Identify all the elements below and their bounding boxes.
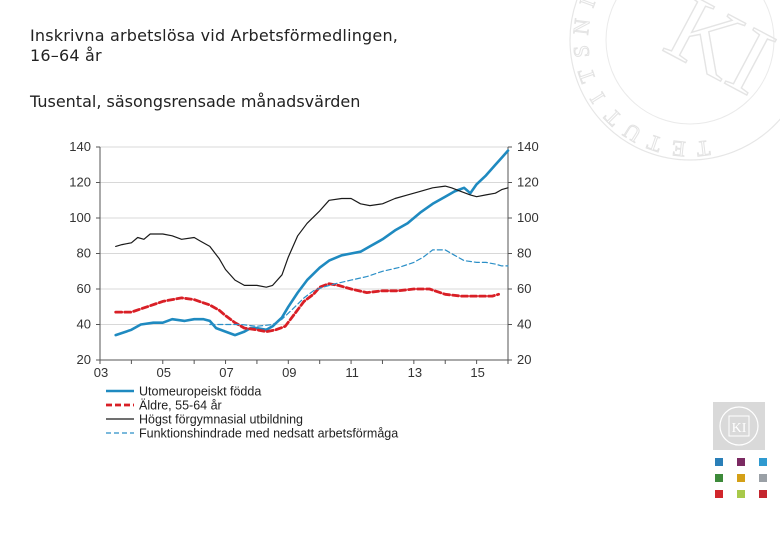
logo-monogram: KI [732,421,747,436]
seal-letter: E [671,136,687,162]
seal-letter: T [695,135,712,162]
seal-inner-ring [605,0,775,125]
x-tick-label: 11 [345,365,359,380]
color-swatch [759,458,767,466]
y-tick-label-right: 20 [517,352,531,367]
color-swatch [715,458,723,466]
y-tick-label-right: 140 [517,139,539,154]
chart-gridlines [100,146,508,361]
y-tick-label-right: 100 [517,210,539,225]
legend-label-1: Utomeuropeiskt födda [139,385,261,399]
seal-letter: U [619,118,646,148]
chart-axes: 20 20 40 40 60 60 80 80 100 100 120 120 140 140 03 05 07… [69,139,538,380]
chart-series-group [114,149,510,337]
legend-label-4: Funktionshindrade med nedsatt arbetsförm… [139,427,398,441]
logo-box [728,415,750,437]
series-line-3 [115,185,509,288]
y-tick-label-left: 60 [77,281,91,296]
x-tick-label: 15 [470,365,484,380]
x-tick-label: 03 [94,365,108,380]
x-tick-label: 05 [157,365,171,380]
x-tick-label: 13 [408,365,422,380]
color-swatch [737,458,745,466]
legend-label-3: Högst förgymnasial utbildning [139,413,303,427]
seal-letter: T [572,65,600,86]
color-swatch [715,490,723,498]
logo-background [713,402,765,450]
color-swatch [759,474,767,482]
y-tick-label-left: 20 [77,352,91,367]
color-swatch [715,474,723,482]
y-tick-label-left: 120 [69,175,91,190]
seal-outer-ring [569,0,780,161]
color-swatch [737,490,745,498]
ki-logo: KI [713,402,765,450]
y-tick-label-left: 100 [69,210,91,225]
y-tick-label-right: 60 [517,281,531,296]
series-line-1 [114,149,510,337]
series-line-2 [114,282,500,333]
x-tick-label: 07 [219,365,233,380]
seal-letter: T [599,103,627,131]
logo-ring [719,406,759,446]
seal-letter: S [568,44,594,59]
seal-letter: I [585,88,610,107]
color-swatch [737,474,745,482]
y-tick-label-right: 80 [517,246,531,261]
color-swatch-grid [715,458,767,498]
x-tick-label: 09 [282,365,296,380]
seal-letter: I [574,0,600,10]
y-tick-label-left: 80 [77,246,91,261]
y-tick-label-left: 40 [77,317,91,332]
chart-subtitle: Tusental, säsongsrensade månadsvärden [30,92,361,111]
chart-title: Inskrivna arbetslösa vid Arbetsförmedlin… [30,26,399,65]
seal-letter: N [568,17,595,36]
y-tick-label-right: 40 [517,317,531,332]
legend-label-2: Äldre, 55-64 år [139,399,222,413]
y-tick-label-right: 120 [517,175,539,190]
seal-letter: T [643,129,664,157]
color-swatch [759,490,767,498]
y-tick-label-left: 140 [69,139,91,154]
series-line-4 [209,249,509,327]
seal-monogram: KI [650,0,780,115]
